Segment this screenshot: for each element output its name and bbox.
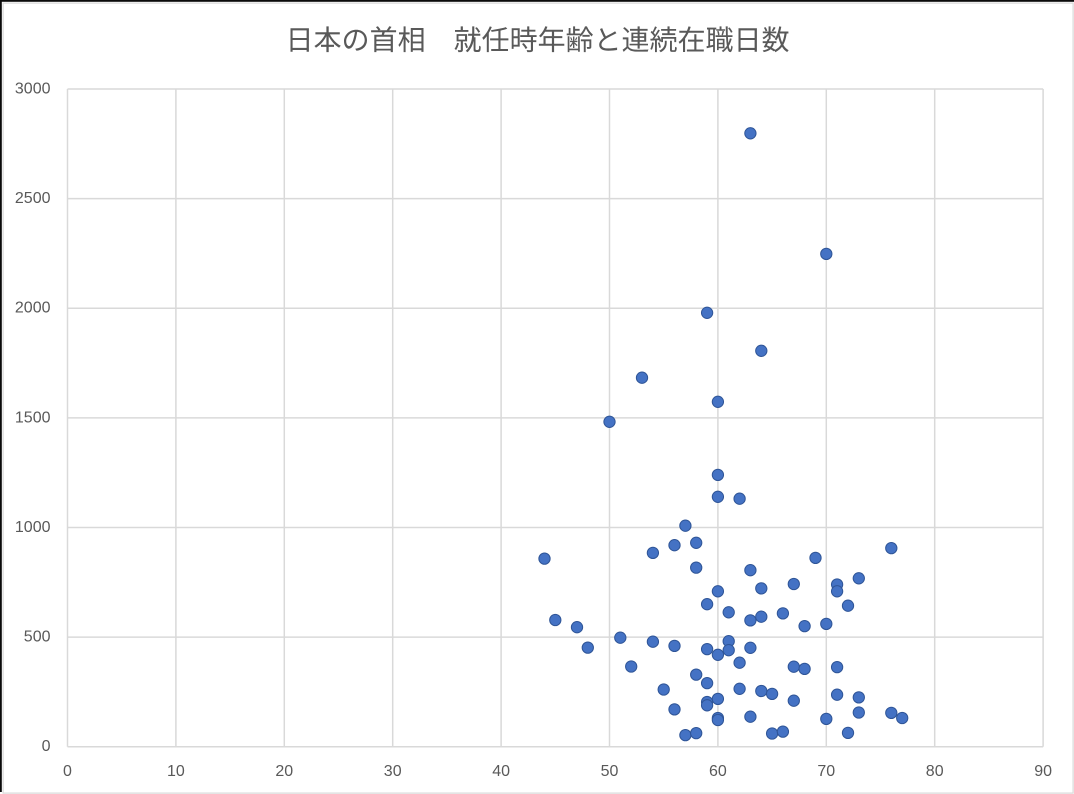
svg-text:90: 90 <box>1034 763 1052 780</box>
svg-text:70: 70 <box>817 763 835 780</box>
svg-text:2000: 2000 <box>15 300 51 317</box>
svg-text:80: 80 <box>926 763 944 780</box>
svg-text:50: 50 <box>601 763 619 780</box>
svg-text:1500: 1500 <box>15 409 51 426</box>
svg-text:10: 10 <box>167 763 185 780</box>
svg-text:60: 60 <box>709 763 727 780</box>
svg-text:30: 30 <box>384 763 402 780</box>
svg-text:500: 500 <box>24 629 51 646</box>
svg-text:2500: 2500 <box>15 190 51 207</box>
svg-text:1000: 1000 <box>15 519 51 536</box>
svg-text:0: 0 <box>42 738 51 755</box>
svg-text:0: 0 <box>63 763 72 780</box>
svg-text:40: 40 <box>492 763 510 780</box>
svg-text:20: 20 <box>275 763 293 780</box>
svg-text:3000: 3000 <box>15 80 51 97</box>
